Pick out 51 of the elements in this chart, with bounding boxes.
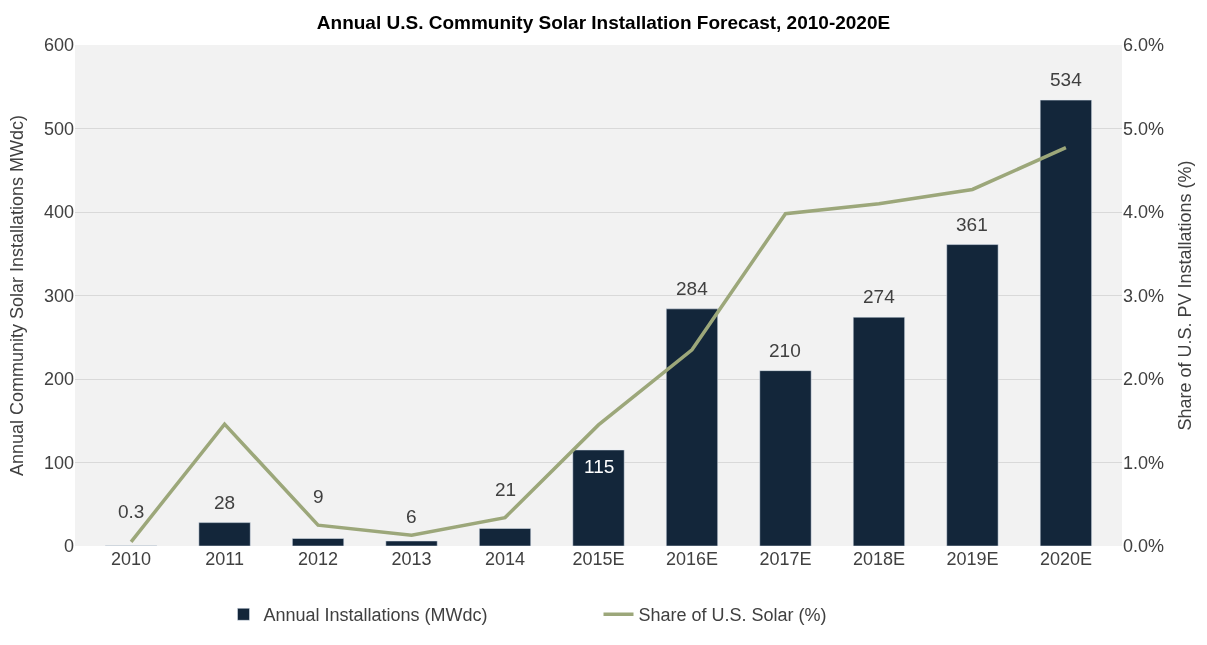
data-label: 210 (769, 340, 801, 361)
legend-label: Share of U.S. Solar (%) (638, 605, 827, 626)
bar (292, 538, 345, 546)
bar (198, 522, 251, 546)
x-tick-label: 2019E (946, 549, 999, 569)
data-label: 6 (406, 506, 417, 527)
x-tick-label: 2011 (205, 549, 244, 569)
y-tick-label: 400 (43, 202, 74, 223)
bar (759, 370, 812, 546)
x-tick-label: 2020E (1039, 549, 1092, 569)
y-tick-label: 200 (43, 369, 74, 390)
bar (572, 449, 625, 546)
bar (385, 540, 438, 546)
data-label: 115 (584, 456, 615, 477)
bar (666, 308, 718, 546)
data-label: 9 (313, 486, 324, 507)
x-tick-label: 2012 (298, 549, 339, 569)
x-tick-label: 2016E (665, 549, 719, 569)
bar (852, 316, 905, 546)
data-label: 534 (1050, 69, 1083, 90)
y-tick-label: 0 (63, 536, 74, 557)
x-tick-label: 2017E (759, 549, 812, 569)
data-label: 28 (214, 492, 236, 513)
y2-axis-title: Share of U.S. PV Installations (%) (1175, 160, 1196, 431)
y-tick-label: 100 (43, 452, 74, 473)
y-tick-label: 500 (43, 118, 74, 139)
x-tick-label: 2018E (852, 549, 905, 569)
y2-tick-label: 5.0% (1123, 118, 1165, 139)
y-tick-label: 300 (43, 285, 74, 306)
legend-label: Annual Installations (MWdc) (263, 605, 488, 626)
y2-tick-label: 3.0% (1123, 285, 1165, 306)
data-label: 361 (956, 214, 988, 235)
y2-tick-label: 0.0% (1123, 536, 1165, 557)
data-label: 21 (495, 479, 517, 500)
x-tick-label: 2010 (111, 549, 152, 569)
y2-tick-label: 1.0% (1123, 452, 1165, 473)
bar (946, 244, 999, 546)
bar (1039, 99, 1092, 546)
x-tick-label: 2013 (391, 549, 432, 569)
chart-title: Annual U.S. Community Solar Installation Forecast, 2010-2020E (316, 12, 891, 34)
x-tick-label: 2015E (572, 549, 625, 569)
y2-tick-label: 2.0% (1123, 369, 1165, 390)
data-label: 0.3 (118, 501, 145, 522)
y-tick-label: 600 (43, 35, 74, 56)
bar (479, 528, 531, 546)
x-tick-label: 2014 (485, 549, 526, 569)
y2-tick-label: 4.0% (1123, 202, 1165, 223)
data-label: 274 (863, 286, 896, 307)
y-axis-title: Annual Community Solar Installations MWdc) (7, 114, 28, 477)
y2-tick-label: 6.0% (1123, 35, 1165, 56)
data-label: 284 (676, 278, 709, 299)
